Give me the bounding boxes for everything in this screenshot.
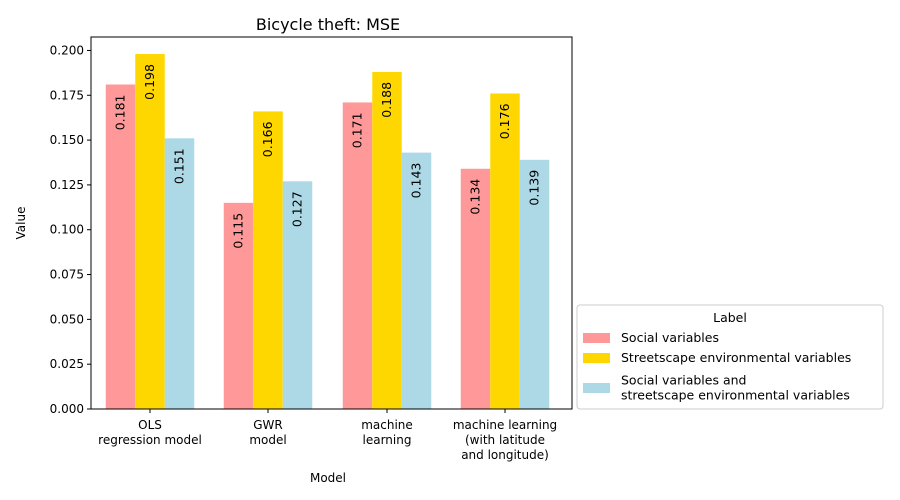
legend-label-1: Streetscape environmental variables [621, 350, 851, 365]
y-tick-label-7: 0.175 [50, 88, 84, 102]
data-labels-group: 0.181 0.115 0.171 0.134 0.198 0.166 0.188 0.176… [113, 64, 542, 249]
legend-title: Label [713, 310, 747, 325]
y-axis-label: Value [14, 207, 28, 240]
data-label-s2-c3: 0.139 [527, 170, 542, 206]
x-tick-label-2: machine learning [361, 418, 413, 447]
data-label-s1-c3: 0.176 [497, 103, 512, 139]
data-label-s0-c3: 0.134 [468, 179, 483, 215]
legend-frame [576, 304, 884, 410]
y-tick-label-0: 0.000 [50, 402, 84, 416]
data-label-s0-c1: 0.115 [231, 213, 246, 249]
x-tick-label-1: GWR model [249, 418, 286, 447]
data-label-s0-c2: 0.171 [350, 112, 365, 148]
y-tick-label-8: 0.200 [50, 43, 84, 57]
legend: Label Social variables Streetscape environ… [576, 304, 884, 410]
x-tick-label-0: OLS regression model [98, 418, 202, 447]
bar-s0-c2 [342, 102, 373, 409]
legend-swatch-0 [583, 333, 610, 343]
bar-s1-c1 [253, 111, 283, 410]
bars-group [105, 54, 550, 410]
bar-s1-c0 [135, 54, 165, 410]
y-tick-label-5: 0.125 [50, 178, 84, 192]
x-axis: OLS regression model GWR model machine learni… [98, 409, 557, 462]
legend-swatch-2 [583, 383, 610, 393]
bar-s2-c3 [519, 159, 550, 409]
data-label-s2-c1: 0.127 [290, 191, 305, 227]
bar-s2-c2 [401, 152, 432, 409]
chart-title: Bicycle theft: MSE [256, 15, 400, 34]
bar-s1-c2 [372, 71, 402, 409]
y-tick-label-4: 0.100 [50, 223, 84, 237]
data-label-s1-c2: 0.188 [379, 82, 394, 118]
data-label-s1-c1: 0.166 [260, 121, 275, 157]
bar-s0-c1 [223, 202, 254, 409]
bar-s2-c0 [164, 138, 195, 409]
legend-label-0: Social variables [621, 330, 719, 345]
y-tick-label-3: 0.075 [50, 268, 84, 282]
y-tick-label-1: 0.025 [50, 357, 84, 371]
y-tick-label-2: 0.050 [50, 312, 84, 326]
bar-s1-c3 [490, 93, 520, 409]
bar-s0-c0 [105, 84, 136, 410]
y-tick-label-6: 0.150 [50, 133, 84, 147]
x-axis-label: Model [310, 471, 346, 485]
y-axis: 0.000 0.025 0.050 0.075 0.100 0.125 0.150 0.175… [50, 43, 91, 416]
legend-swatch-1 [583, 353, 610, 363]
bar-s2-c1 [282, 181, 313, 409]
data-label-s2-c0: 0.151 [172, 148, 187, 184]
data-label-s1-c0: 0.198 [142, 64, 157, 100]
data-label-s0-c0: 0.181 [113, 95, 128, 131]
x-tick-label-3: machine learning (with latitude and longit… [453, 418, 557, 462]
plot-frame [90, 36, 573, 410]
data-label-s2-c2: 0.143 [409, 163, 424, 199]
bar-s0-c3 [460, 168, 491, 409]
legend-label-2: Social variables and streetscape environm… [621, 373, 850, 403]
